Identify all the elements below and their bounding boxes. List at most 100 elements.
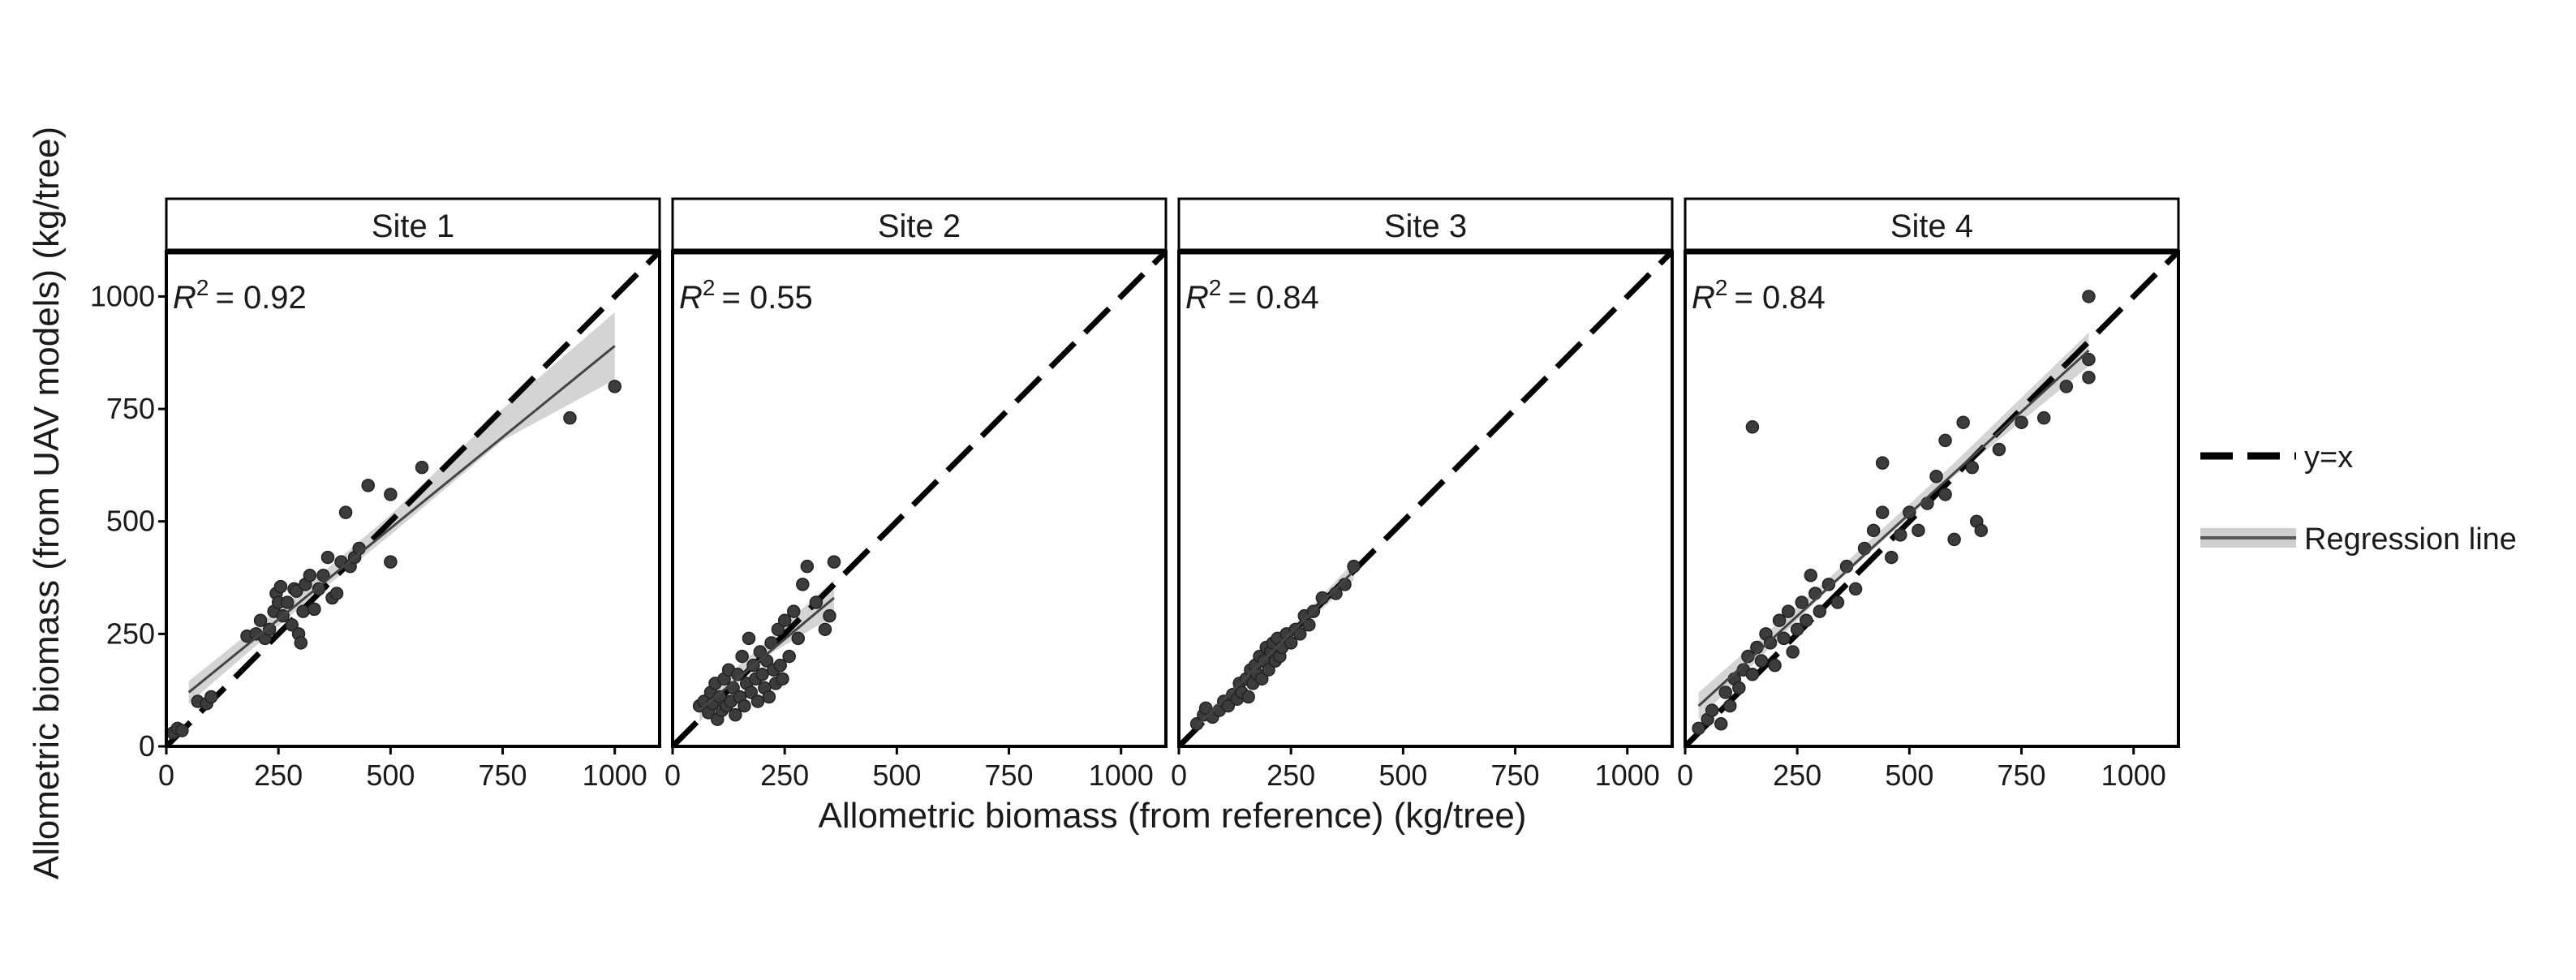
data-point (776, 672, 789, 686)
y-tick-label: 0 (139, 729, 155, 763)
data-point (773, 658, 787, 673)
r-squared-label: R2 = 0.84 (1185, 275, 1319, 316)
x-axis-label: Allometric biomass (from reference) (kg/… (819, 796, 1527, 836)
x-tick-label: 500 (872, 759, 921, 792)
x-tick-label: 750 (1998, 759, 2046, 792)
data-point (782, 649, 796, 664)
data-point (1745, 668, 1760, 681)
data-point (1745, 420, 1760, 434)
data-point (2082, 290, 2096, 303)
data-point (1821, 578, 1836, 591)
data-point (608, 380, 621, 393)
x-tick-label: 750 (985, 759, 1034, 792)
data-point (800, 559, 815, 574)
data-point (1732, 681, 1746, 695)
x-tick-label: 1000 (2101, 759, 2166, 792)
legend: y=x Regression line (2200, 441, 2517, 557)
plot-area (166, 251, 660, 746)
regression-line (1697, 349, 2090, 707)
data-point (1777, 631, 1791, 646)
data-point (384, 555, 398, 569)
data-point (755, 668, 769, 681)
facet-strip (671, 197, 1168, 253)
data-point (294, 636, 308, 650)
facet-title: Site 3 (1384, 208, 1467, 244)
data-point (2082, 352, 2096, 367)
data-point (307, 602, 321, 617)
x-tick-label: 0 (158, 759, 174, 792)
data-point (1786, 645, 1800, 659)
x-tick-label: 500 (1885, 759, 1933, 792)
data-point (1830, 595, 1845, 609)
data-point (1857, 541, 1872, 556)
data-point (742, 631, 756, 646)
confidence-band (1698, 332, 2089, 720)
data-point (1772, 613, 1787, 627)
data-point (285, 618, 299, 632)
data-point (1781, 604, 1795, 618)
y-tick-label: 750 (106, 392, 155, 425)
data-point (1754, 654, 1769, 668)
data-point (1938, 488, 1952, 501)
identity-line (166, 251, 660, 746)
data-point (1302, 618, 1316, 632)
data-point (738, 698, 751, 713)
data-point (1956, 415, 1970, 429)
x-tick-label: 250 (254, 759, 303, 792)
y-axis-label: Allometric biomass (from UAV models) (kg… (27, 127, 67, 879)
data-point (563, 410, 577, 425)
data-point (1241, 690, 1255, 704)
data-point (712, 690, 727, 704)
plot-area (1685, 251, 2178, 746)
data-point (744, 686, 758, 699)
r-squared-label: R2 = 0.92 (173, 275, 307, 316)
facet-strip (165, 197, 661, 253)
data-point (1799, 613, 1813, 627)
data-point (361, 479, 375, 492)
data-point (735, 649, 749, 664)
data-point (791, 631, 806, 646)
x-tick-label: 1000 (583, 759, 647, 792)
y-tick-label: 250 (106, 617, 155, 650)
data-point (1848, 582, 1863, 596)
data-point (750, 694, 765, 708)
legend-regression-label: Regression line (2304, 522, 2517, 557)
facet-strip (1177, 197, 1674, 253)
data-point (1189, 717, 1204, 731)
data-point (729, 707, 742, 722)
x-tick-label: 750 (1491, 759, 1540, 792)
data-point (1723, 698, 1737, 713)
data-point (1912, 523, 1925, 538)
panel-site-1: Site 1 R2 = 0.92 0 250 500 750 1000 0 250 500 750 10… (90, 197, 661, 792)
x-tick-label: 0 (1171, 759, 1187, 792)
data-point (384, 488, 398, 501)
data-point (1718, 686, 1732, 699)
x-tick-label: 250 (760, 759, 809, 792)
plot-area (673, 251, 1166, 746)
data-point (2015, 415, 2028, 429)
data-point (262, 622, 277, 637)
facet-title: Site 4 (1890, 208, 1973, 244)
data-point (1813, 604, 1827, 618)
x-tick-label: 250 (1266, 759, 1315, 792)
data-point (273, 579, 288, 594)
data-point (175, 724, 189, 737)
data-point (796, 578, 810, 591)
data-point (1804, 569, 1818, 582)
data-point (771, 622, 785, 637)
data-point (777, 613, 792, 627)
data-point (753, 645, 768, 659)
panel-site-2: Site 2 R2 = 0.55 0 250 500 750 1000 (664, 197, 1168, 792)
data-point (415, 460, 429, 475)
data-point (1795, 595, 1808, 609)
data-point (1705, 703, 1719, 717)
r-squared-label: R2 = 0.84 (1692, 275, 1826, 316)
data-point (1255, 672, 1269, 686)
data-point (1965, 460, 1979, 475)
data-point (1768, 658, 1782, 673)
data-point (1947, 532, 1961, 547)
x-tick-label: 0 (664, 759, 681, 792)
data-point (823, 608, 836, 623)
x-tick-label: 250 (1773, 759, 1821, 792)
